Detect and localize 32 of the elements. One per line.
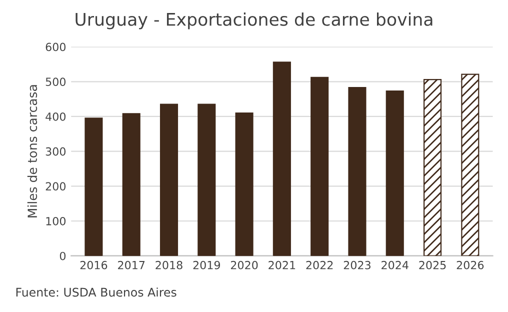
x-tick-label: 2025 xyxy=(419,260,446,270)
y-axis-title: Miles de tons carcasa xyxy=(27,85,38,218)
bar xyxy=(122,113,140,256)
bar xyxy=(386,90,404,256)
chart-title: Uruguay - Exportaciones de carne bovina xyxy=(76,12,432,30)
x-tick-label: 2017 xyxy=(118,260,145,270)
y-tick-label: 500 xyxy=(46,78,66,86)
bar xyxy=(198,104,216,256)
y-tick-label: 600 xyxy=(46,42,66,52)
y-tick-label: 400 xyxy=(46,112,66,121)
y-tick-label: 300 xyxy=(46,147,66,156)
bar xyxy=(348,87,366,256)
x-tick-label: 2021 xyxy=(268,260,296,270)
source-note: Fuente: USDA Buenos Aires xyxy=(16,288,176,297)
x-tick-label: 2019 xyxy=(193,260,220,270)
x-tick-label: 2022 xyxy=(306,260,333,270)
bar xyxy=(84,118,103,256)
bar xyxy=(310,76,329,256)
bar xyxy=(272,62,291,256)
bar xyxy=(235,112,254,256)
x-tick-label: 2018 xyxy=(156,260,182,270)
x-tick-label: 2020 xyxy=(230,260,258,270)
x-tick-label: 2026 xyxy=(456,260,484,270)
x-tick-label: 2016 xyxy=(80,260,108,270)
bar xyxy=(424,78,442,256)
y-tick-label: 100 xyxy=(46,216,66,226)
y-tick-label: 200 xyxy=(46,182,66,191)
bar xyxy=(160,104,178,256)
x-tick-label: 2024 xyxy=(382,260,408,270)
bar xyxy=(461,74,480,256)
x-tick-label: 2023 xyxy=(344,260,370,270)
y-tick-label: 0 xyxy=(60,252,66,260)
